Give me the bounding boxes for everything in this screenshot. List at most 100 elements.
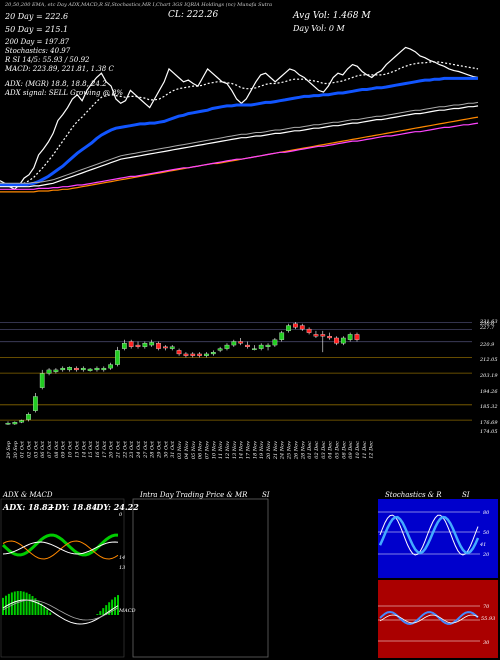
macd-bar (46, 609, 49, 615)
macd-bar (37, 600, 40, 615)
adx-value-label: ADX: 18.82 (3, 502, 54, 512)
date-tick-label: 04 Nov (184, 441, 190, 459)
candle (121, 343, 127, 349)
macd-bar (34, 598, 37, 615)
macd-bar (22, 591, 25, 615)
candle (163, 346, 168, 349)
candle (252, 348, 257, 350)
date-tick-label: 04 Dec (328, 441, 334, 459)
date-tick-label: 16 Oct (95, 440, 101, 458)
series-ema50 (0, 76, 478, 187)
date-tick-label: 11 Nov (218, 441, 224, 459)
date-tick-label: 26 Nov (293, 441, 299, 460)
macd-bar (16, 591, 19, 615)
macd-bar (13, 591, 16, 615)
candle (33, 396, 38, 411)
macd-bar (2, 597, 4, 615)
header-line-7: ADX signal: SELL Growing @ 8% (5, 89, 124, 97)
candle (39, 373, 45, 388)
price-tick-label: 230.6 (479, 321, 495, 327)
candle (53, 369, 59, 372)
date-tick-label: 03 Dec (321, 441, 327, 459)
date-tick-label: 12 Nov (225, 441, 231, 459)
candle (135, 344, 141, 347)
candle (87, 368, 93, 371)
candle (156, 343, 161, 349)
date-tick-label: 09 Oct (61, 440, 67, 458)
price-tick-label: 231.63 (479, 319, 498, 325)
macd-bar (105, 605, 108, 615)
candle (272, 339, 278, 346)
candle (176, 350, 182, 355)
candle (224, 344, 230, 349)
adx-side-13: 13 (119, 565, 126, 571)
candle (217, 348, 223, 351)
date-tick-label: 24 Nov (280, 441, 286, 460)
stoch-20-label: 20 (483, 552, 490, 558)
price-tick-label: 212.05 (479, 357, 498, 363)
candle (299, 325, 305, 330)
candle (26, 414, 31, 420)
macd-bar (49, 612, 52, 615)
candle (94, 367, 100, 371)
stoch-panel-title: Stochastics & R (385, 491, 442, 499)
adx-side-14: 14 (119, 555, 126, 561)
date-tick-label: 20 Oct (109, 440, 115, 459)
date-tick-label: 06 Nov (198, 441, 204, 459)
date-tick-label: 29 Sep (6, 440, 12, 459)
candle (80, 367, 86, 371)
date-tick-label: 21 Oct (115, 440, 121, 459)
date-tick-label: 09 Dec (348, 441, 354, 459)
date-tick-label: 07 Oct (47, 440, 53, 458)
stoch-last-label: 41 (480, 542, 487, 548)
intraday-panel-title: Intra Day Trading Price & MR (140, 491, 248, 499)
stoch-k-line (379, 514, 479, 556)
date-tick-label: 14 Nov (239, 441, 245, 459)
candle (210, 352, 216, 355)
macd-side-label: MACD (119, 608, 136, 614)
candle (258, 344, 264, 349)
date-tick-label: 13 Oct (74, 440, 80, 458)
date-tick-label: 10 Dec (355, 441, 361, 459)
candle (320, 334, 326, 337)
header-line-0: 20 Day = 222.6 (5, 12, 69, 21)
date-tick-label: 10 Nov (211, 441, 217, 459)
date-tick-label: 08 Oct (54, 440, 60, 458)
date-tick-label: 01 Oct (20, 440, 26, 458)
candle (347, 334, 353, 340)
candle (12, 422, 18, 425)
date-tick-label: 13 Nov (232, 441, 238, 459)
macd-bar (117, 595, 119, 615)
date-tick-label: 22 Oct (122, 440, 128, 459)
candle (245, 344, 250, 347)
header-line-2: 200 Day = 197.87 (5, 38, 70, 46)
candle (46, 369, 52, 374)
macd-bar (25, 592, 28, 615)
date-tick-label: 27 Oct (143, 440, 149, 459)
date-tick-label: 12 Dec (369, 441, 375, 459)
candle (108, 364, 113, 369)
candle (190, 353, 196, 356)
macd-bar (99, 611, 102, 615)
series-ema20 (0, 61, 479, 187)
price-tick-label: 185.32 (480, 404, 498, 410)
macd-signal-line (2, 599, 119, 621)
stoch-panel-bg (378, 499, 498, 578)
candle (115, 350, 120, 365)
candle (265, 344, 271, 347)
intraday-panel-frame (132, 498, 269, 658)
rsi-panel-bg (378, 580, 498, 658)
date-tick-label: 31 Oct (170, 440, 176, 458)
date-tick-label: 18 Nov (252, 441, 258, 459)
minus-di-label: -DY: 24.22 (93, 502, 139, 512)
candle (327, 336, 332, 339)
date-tick-label: 03 Oct (33, 440, 39, 458)
candle (197, 353, 202, 356)
header-line-6: ADX: (MGR) 18.8, 18.8, 24.2 (5, 80, 107, 88)
candle (293, 323, 298, 328)
date-tick-label: 05 Dec (334, 441, 340, 459)
candle (231, 341, 237, 346)
price-tick-label: 174.05 (480, 429, 498, 435)
candle (286, 325, 291, 332)
